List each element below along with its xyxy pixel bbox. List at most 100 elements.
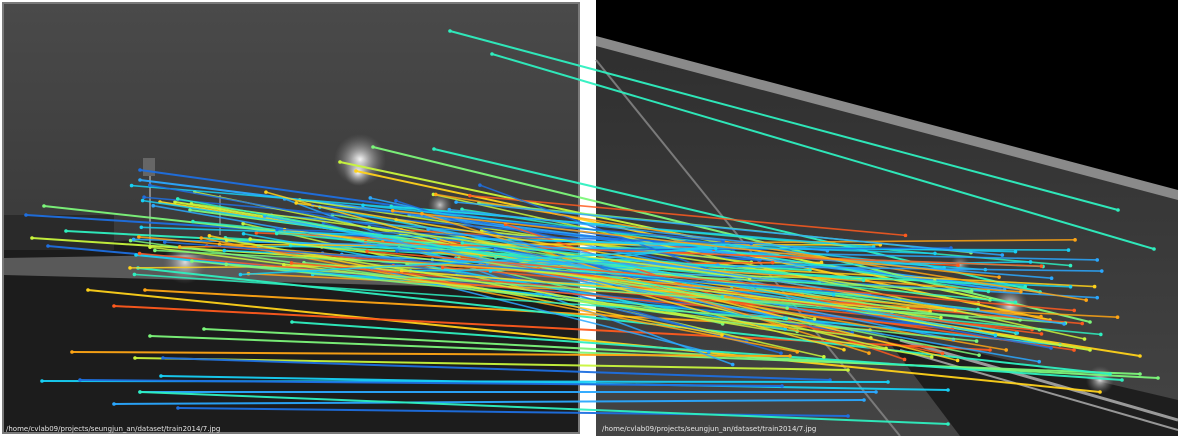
match-line	[142, 199, 1018, 334]
keypoint-dot	[368, 196, 373, 200]
keypoint-dot	[241, 231, 246, 236]
keypoint-dot	[874, 390, 878, 394]
keypoint-dot	[133, 356, 137, 360]
keypoint-dot	[842, 347, 846, 352]
keypoint-dot	[371, 145, 375, 149]
keypoint-dot	[128, 266, 132, 270]
keypoint-dot	[189, 201, 194, 206]
keypoint-dot	[997, 275, 1001, 279]
match-line	[495, 248, 954, 341]
keypoint-dot	[1015, 331, 1020, 335]
keypoint-dot	[940, 351, 945, 356]
keypoint-dot	[40, 379, 44, 383]
keypoint-dot	[1072, 308, 1077, 313]
keypoint-dot	[903, 233, 908, 238]
keypoint-dot	[112, 402, 116, 406]
keypoint-dot	[862, 398, 866, 402]
keypoint-dot	[128, 238, 133, 243]
keypoint-dot	[886, 380, 890, 384]
keypoint-dot	[112, 304, 116, 308]
keypoint-dot	[1092, 284, 1097, 289]
match-line	[164, 241, 870, 296]
keypoint-dot	[140, 198, 145, 203]
keypoint-dot	[785, 306, 789, 310]
match-line	[226, 239, 932, 358]
keypoint-dot	[177, 245, 182, 249]
match-line	[481, 229, 752, 264]
keypoint-dot	[1073, 238, 1077, 242]
keypoint-dot	[448, 29, 452, 33]
keypoint-dot	[808, 268, 812, 272]
keypoint-dot	[1108, 372, 1112, 376]
match-line	[428, 228, 1065, 325]
keypoint-dot	[248, 237, 252, 241]
keypoint-dot	[986, 289, 991, 294]
keypoint-dot	[173, 200, 177, 204]
keypoint-dot	[86, 288, 90, 292]
keypoint-dot	[199, 236, 204, 240]
keypoint-dot	[1116, 208, 1120, 212]
keypoint-dot	[222, 248, 227, 253]
match-line	[203, 328, 1159, 379]
keypoint-dot	[1095, 295, 1100, 300]
match-line	[113, 399, 865, 405]
keypoint-dot	[78, 378, 82, 382]
keypoint-dot	[1088, 320, 1092, 324]
keypoint-dot	[1062, 322, 1066, 326]
keypoint-dot	[939, 315, 943, 320]
keypoint-dot	[440, 265, 445, 270]
keypoint-dot	[390, 208, 395, 213]
keypoint-dot	[780, 384, 784, 388]
keypoint-dot	[861, 278, 866, 282]
keypoint-dot	[730, 362, 735, 367]
keypoint-dot	[946, 388, 950, 392]
keypoint-dot	[151, 203, 156, 208]
keypoint-dot	[831, 292, 836, 297]
keypoint-dot	[993, 333, 998, 338]
match-line	[392, 209, 1000, 278]
keypoint-dot	[132, 272, 137, 277]
match-line	[226, 263, 1066, 324]
keypoint-dot	[129, 183, 134, 188]
match-line	[71, 351, 791, 357]
keypoint-dot	[354, 169, 358, 173]
match-line	[456, 201, 1003, 256]
keypoint-dot	[1013, 300, 1018, 305]
keypoint-dot	[138, 168, 142, 172]
match-line	[319, 206, 996, 337]
keypoint-dot	[148, 245, 152, 249]
keypoint-dot	[812, 317, 817, 321]
keypoint-dot	[143, 288, 147, 292]
keypoint-dot	[264, 190, 268, 194]
keypoint-dot	[159, 374, 163, 378]
keypoint-dot	[134, 253, 138, 257]
keypoint-dot	[1099, 269, 1104, 273]
keypoint-dot	[238, 272, 243, 277]
keypoint-dot	[953, 308, 958, 312]
match-line	[491, 53, 1155, 250]
keypoint-dot	[784, 316, 789, 321]
image-separator	[580, 0, 596, 436]
keypoint-dot	[1098, 390, 1102, 394]
keypoint-dot	[902, 357, 907, 362]
keypoint-dot	[365, 249, 369, 254]
match-line	[177, 198, 723, 298]
keypoint-dot	[224, 238, 229, 243]
keypoint-dot	[30, 236, 34, 240]
keypoint-dot	[64, 229, 68, 233]
keypoint-dot	[1023, 284, 1028, 289]
match-line	[362, 204, 945, 269]
keypoint-dot	[361, 203, 365, 208]
keypoint-dot	[779, 351, 783, 355]
keypoint-dot	[153, 248, 157, 253]
match-line	[154, 249, 972, 292]
keypoint-dot	[1115, 315, 1120, 320]
keypoint-dot	[770, 260, 775, 265]
keypoint-dot	[969, 289, 974, 293]
keypoint-dot	[846, 368, 850, 372]
keypoint-dot	[46, 244, 50, 248]
keypoint-dot	[432, 147, 436, 151]
match-line	[409, 214, 1005, 291]
match-line	[462, 242, 864, 281]
match-line	[149, 246, 871, 339]
